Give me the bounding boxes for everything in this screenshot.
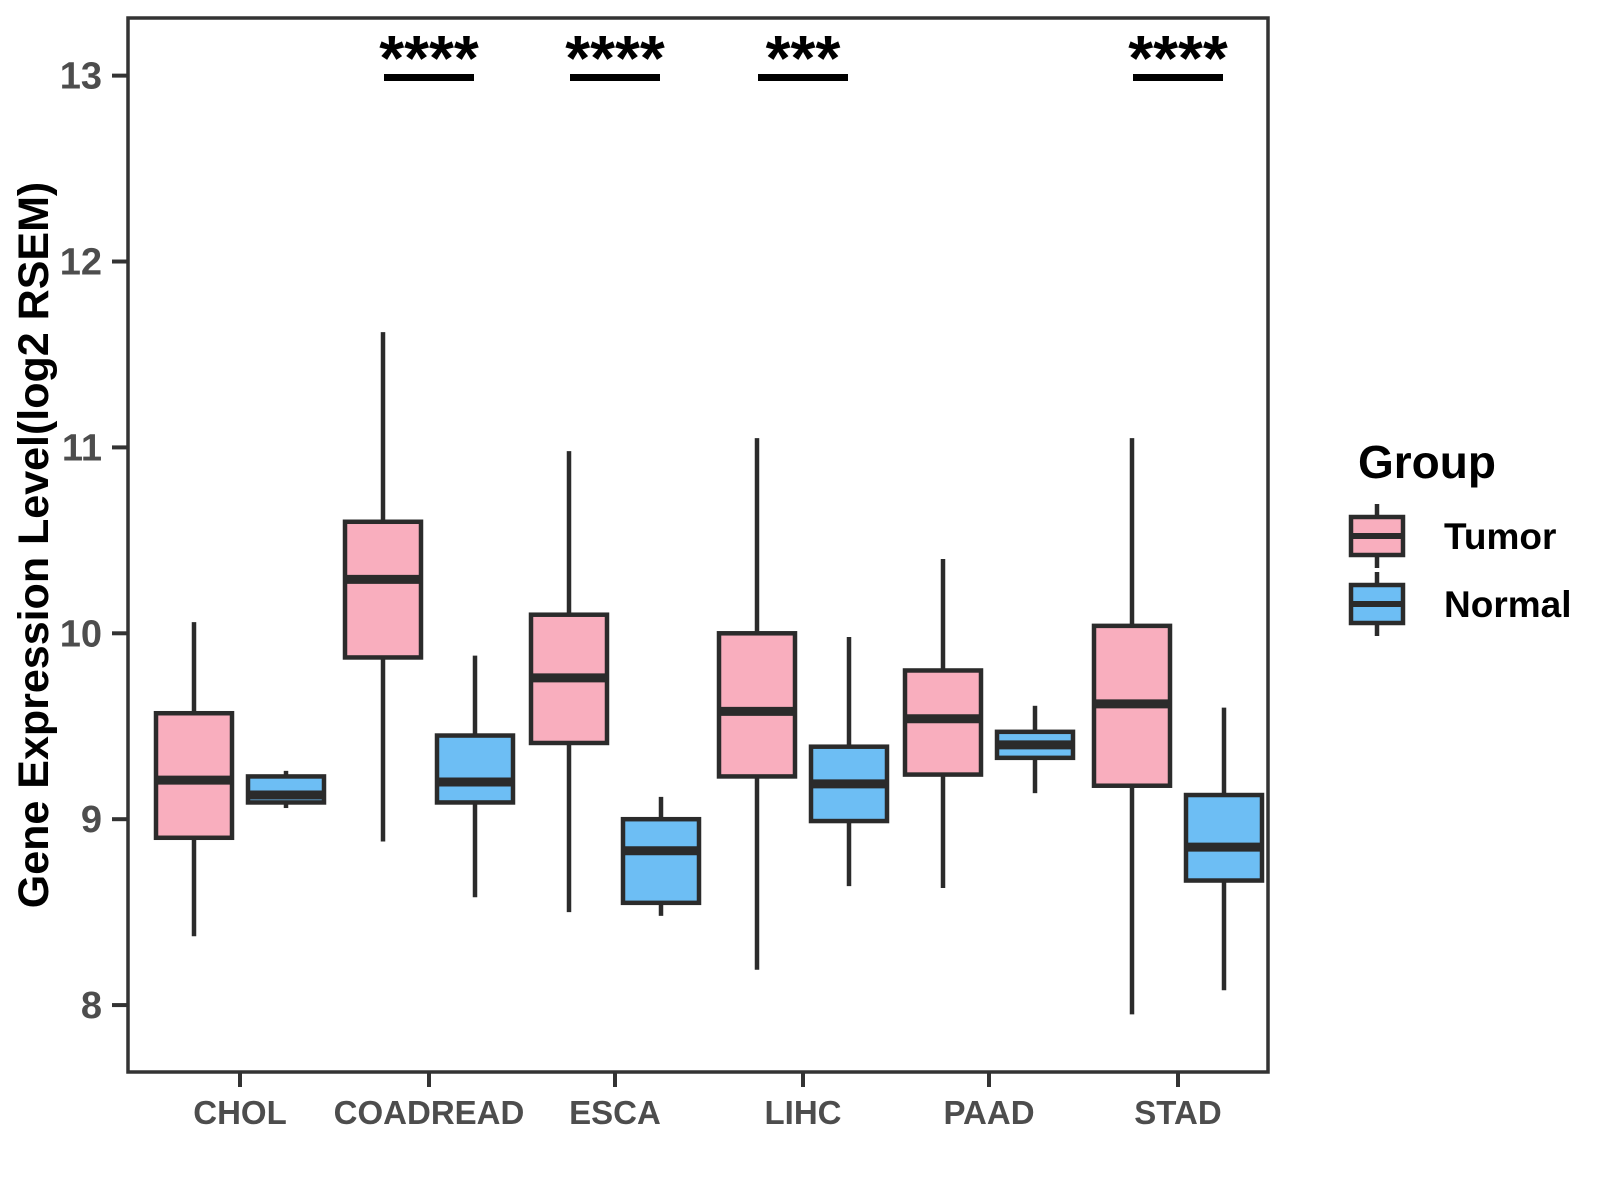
significance-esca: **** xyxy=(565,22,665,94)
legend-key-tumor: Tumor xyxy=(1348,504,1556,568)
iqr-box xyxy=(153,710,235,841)
plot-frame xyxy=(126,16,1270,1074)
legend-title: Group xyxy=(1358,436,1496,488)
box-normal-lihc xyxy=(808,637,890,887)
box-normal-paad xyxy=(994,705,1076,794)
y-axis: 8 9 10 11 12 13 xyxy=(60,56,128,1027)
significance-underline xyxy=(1133,74,1223,81)
iqr-box xyxy=(342,519,424,660)
box-tumor-esca xyxy=(528,451,610,913)
iqr-box xyxy=(1183,792,1265,883)
legend-key-normal: Normal xyxy=(1348,572,1571,636)
x-tick-label-stad: STAD xyxy=(1134,1094,1221,1131)
significance-underline xyxy=(758,74,848,81)
y-tick-label: 12 xyxy=(60,242,102,284)
box-normal-coadread xyxy=(434,655,516,898)
significance-stars: **** xyxy=(565,22,665,94)
significance-stars: **** xyxy=(379,22,479,94)
x-tick-label-chol: CHOL xyxy=(193,1094,287,1131)
y-tick-label: 13 xyxy=(60,56,102,98)
x-tick-label-paad: PAAD xyxy=(943,1094,1034,1131)
box-tumor-coadread xyxy=(342,332,424,842)
box-normal-chol xyxy=(245,770,327,809)
x-tick-label-esca: ESCA xyxy=(569,1094,661,1131)
significance-coadread: **** xyxy=(379,22,479,94)
y-tick-label: 9 xyxy=(81,799,102,841)
iqr-box xyxy=(434,733,516,805)
significance-underline xyxy=(570,74,660,81)
significance-stars: **** xyxy=(1128,22,1228,94)
y-axis-title: Gene Expression Level(log2 RSEM) xyxy=(10,182,58,908)
legend-label-normal: Normal xyxy=(1444,584,1571,625)
x-axis: CHOL COADREAD ESCA LIHC PAAD STAD xyxy=(193,1072,1222,1131)
box-tumor-stad xyxy=(1091,438,1173,1015)
y-tick-label: 10 xyxy=(60,613,102,655)
significance-lihc: *** xyxy=(758,22,848,94)
box-tumor-lihc xyxy=(716,438,798,970)
x-tick-label-coadread: COADREAD xyxy=(334,1094,525,1131)
significance-stars: *** xyxy=(766,22,841,94)
iqr-box xyxy=(620,816,702,906)
iqr-box xyxy=(716,631,798,779)
box-tumor-chol xyxy=(153,622,235,937)
legend: Group Tumor Normal xyxy=(1348,436,1571,636)
x-tick-label-lihc: LIHC xyxy=(765,1094,842,1131)
significance-stad: **** xyxy=(1128,22,1228,94)
significance-underline xyxy=(384,74,474,81)
box-normal-esca xyxy=(620,796,702,916)
box-normal-stad xyxy=(1183,707,1265,991)
box-tumor-paad xyxy=(902,558,984,888)
y-tick-label: 11 xyxy=(62,427,102,469)
legend-label-tumor: Tumor xyxy=(1444,516,1556,557)
y-tick-label: 8 xyxy=(81,985,102,1027)
